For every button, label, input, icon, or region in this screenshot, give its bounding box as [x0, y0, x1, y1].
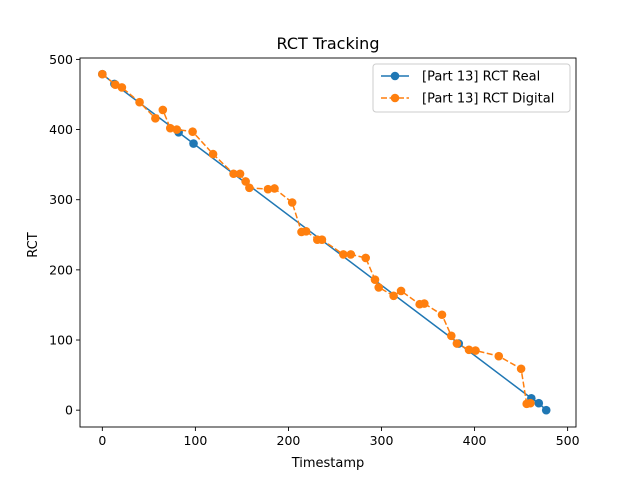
series-2-point: [301, 226, 311, 236]
axes: 0 100 200 300 400 500 0 100 200 300 400 500: [49, 52, 579, 448]
legend: [Part 13] RCT Real [Part 13] RCT Digital: [372, 63, 571, 113]
axes-frame: [79, 57, 577, 428]
series-2-point: [165, 123, 175, 133]
series-2-point: [208, 149, 218, 159]
legend-swatch-marker: [390, 93, 400, 103]
x-tick-label: 500: [556, 433, 580, 448]
series-2-point: [172, 125, 182, 134]
series-2-point: [317, 235, 327, 244]
legend-label: [Part 13] RCT Real: [422, 70, 540, 85]
series-2-point: [151, 114, 160, 123]
x-tick-label: 400: [463, 433, 487, 448]
y-tick-label: 0: [65, 403, 73, 418]
series-2-point: [235, 169, 245, 179]
series-2-point: [339, 250, 348, 259]
legend-label: [Part 13] RCT Digital: [422, 92, 554, 107]
series-2-point: [229, 169, 238, 179]
series-2-point: [374, 283, 384, 292]
series-2-point: [361, 253, 370, 263]
x-tick-label: 0: [98, 433, 106, 448]
legend-swatch-marker: [390, 71, 400, 81]
series-2-point: [287, 198, 297, 207]
series-2-point: [270, 184, 279, 193]
series-2-point: [420, 299, 429, 308]
series-2-point: [494, 351, 504, 361]
x-tick-label: 200: [277, 433, 301, 448]
series-2-point: [464, 345, 474, 355]
y-tick-label: 100: [49, 333, 73, 348]
y-tick-label: 300: [49, 192, 73, 207]
series-2-point: [263, 184, 273, 194]
series-2-point: [241, 177, 250, 186]
series-2-point: [346, 250, 356, 259]
y-tick-label: 500: [49, 52, 73, 67]
series-2-point: [396, 286, 406, 296]
series-2-point: [447, 331, 456, 341]
series-1-point: [534, 398, 544, 408]
chart-title: RCT Tracking: [277, 34, 380, 53]
legend-box: [372, 63, 571, 113]
series-2-point: [98, 69, 107, 79]
series-2-point: [117, 83, 127, 92]
series-2-point: [516, 364, 526, 374]
series-2-point: [188, 127, 197, 136]
series-2-point: [389, 291, 398, 301]
series-2-point: [452, 339, 462, 348]
y-axis-label: RCT: [26, 232, 41, 257]
series-1-point: [189, 139, 198, 148]
y-tick-label: 200: [49, 262, 73, 277]
series-2-point: [370, 275, 380, 284]
series-2-point: [437, 310, 447, 320]
x-tick-label: 300: [370, 433, 394, 448]
plot-area: [98, 69, 551, 415]
series-2-point: [526, 398, 535, 408]
series-1-point: [541, 405, 551, 415]
series-2-point: [471, 346, 480, 355]
series-2-point: [158, 105, 168, 115]
x-tick-label: 100: [183, 433, 207, 448]
series-2-point: [245, 183, 254, 193]
y-tick-label: 400: [49, 122, 73, 137]
x-axis-label: Timestamp: [291, 456, 365, 471]
series-2-point: [111, 80, 120, 89]
series-2-point: [135, 97, 144, 107]
